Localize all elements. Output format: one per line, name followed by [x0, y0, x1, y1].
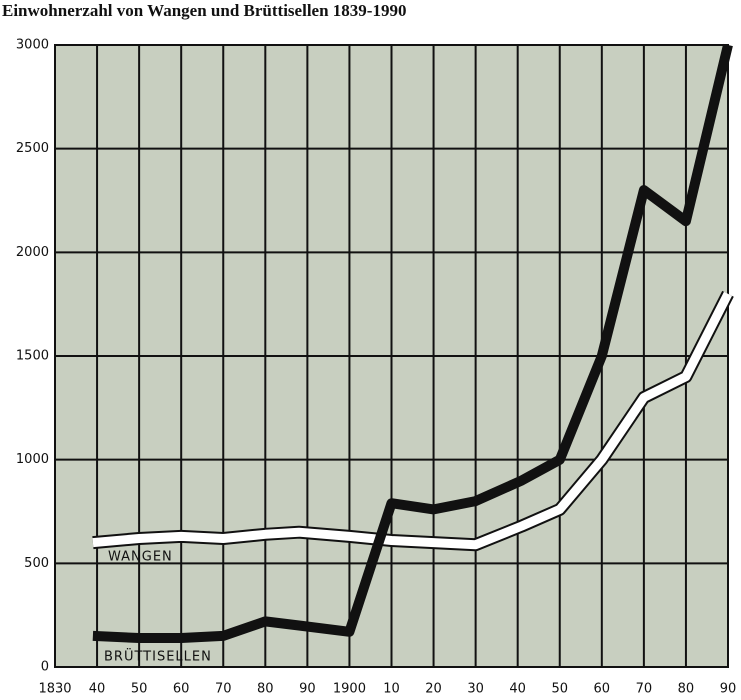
y-tick-label: 2500 — [16, 141, 49, 156]
chart: Einwohnerzahl von Wangen und Brüttiselle… — [0, 0, 741, 700]
chart-title: Einwohnerzahl von Wangen und Brüttiselle… — [2, 1, 406, 20]
x-tick-label: 80 — [257, 682, 274, 697]
y-tick-label: 2000 — [16, 245, 49, 260]
x-tick-label: 50 — [131, 682, 148, 697]
x-tick-label: 1900 — [333, 682, 366, 697]
x-tick-label: 40 — [509, 682, 526, 697]
x-tick-label: 50 — [551, 682, 568, 697]
x-tick-label: 90 — [720, 682, 737, 697]
y-tick-label: 3000 — [16, 38, 49, 53]
y-tick-label: 1000 — [16, 452, 49, 467]
series-label: WANGEN — [108, 550, 173, 565]
x-tick-label: 70 — [215, 682, 232, 697]
x-tick-label: 1830 — [38, 682, 71, 697]
x-tick-label: 80 — [678, 682, 695, 697]
x-tick-label: 60 — [173, 682, 190, 697]
x-tick-label: 30 — [467, 682, 484, 697]
x-tick-label: 60 — [594, 682, 611, 697]
y-tick-label: 0 — [41, 660, 49, 675]
series-label: BRÜTTISELLEN — [104, 648, 212, 665]
y-tick-label: 1500 — [16, 349, 49, 364]
x-tick-label: 70 — [636, 682, 653, 697]
y-tick-label: 500 — [24, 556, 49, 571]
x-tick-label: 20 — [425, 682, 442, 697]
x-tick-label: 40 — [89, 682, 106, 697]
x-tick-label: 10 — [383, 682, 400, 697]
x-tick-label: 90 — [299, 682, 316, 697]
